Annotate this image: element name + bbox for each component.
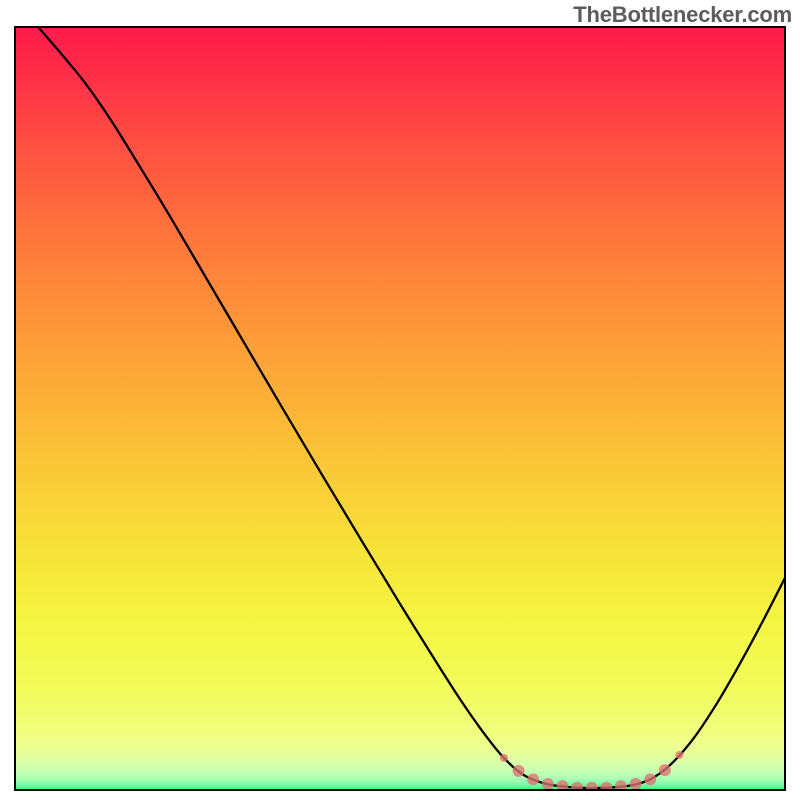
marker-point — [630, 778, 642, 790]
marker-point — [500, 754, 508, 762]
marker-point — [571, 782, 583, 794]
watermark-text: TheBottlenecker.com — [573, 2, 792, 28]
marker-point — [676, 751, 684, 759]
gradient-background — [15, 27, 785, 790]
marker-point — [542, 778, 554, 790]
marker-point — [644, 773, 656, 785]
bottleneck-chart — [0, 0, 800, 800]
marker-point — [527, 773, 539, 785]
marker-point — [586, 782, 598, 794]
marker-point — [513, 765, 525, 777]
marker-point — [600, 782, 612, 794]
marker-point — [659, 764, 671, 776]
chart-container: TheBottlenecker.com — [0, 0, 800, 800]
